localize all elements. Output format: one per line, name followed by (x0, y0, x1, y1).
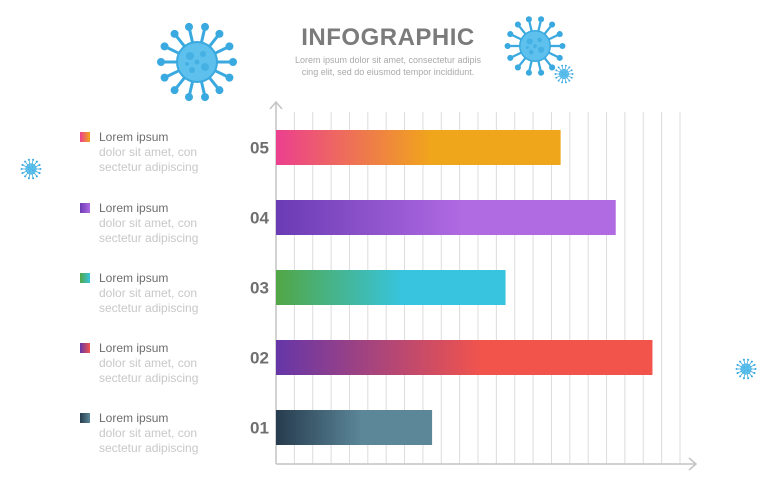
subtitle-line: Lorem ipsum dolor sit amet, consectetur … (294, 55, 482, 65)
virus-icon (504, 16, 566, 76)
legend-desc: dolor sit amet, con sectetur adipiscing (99, 356, 239, 386)
legend-desc-line: sectetur adipiscing (99, 160, 199, 174)
virus-icon (554, 64, 574, 84)
legend-desc-line: sectetur adipiscing (99, 371, 199, 385)
bar-02 (276, 340, 653, 375)
category-label: 03 (250, 279, 269, 298)
page-title: INFOGRAPHIC (301, 24, 475, 51)
legend-title: Lorem ipsum (99, 130, 169, 144)
bar-04 (276, 200, 616, 235)
y-axis-arrow (269, 100, 283, 110)
chart-category-labels: 05 04 03 02 01 (250, 139, 269, 438)
legend-desc: dolor sit amet, con sectetur adipiscing (99, 145, 239, 175)
legend-swatch (80, 273, 90, 283)
virus-icon (735, 358, 757, 380)
category-label: 02 (250, 349, 269, 368)
legend-swatch (80, 203, 90, 213)
legend-desc-line: dolor sit amet, con (99, 286, 198, 300)
category-label: 04 (250, 209, 269, 228)
legend-desc-line: dolor sit amet, con (99, 426, 198, 440)
legend-title: Lorem ipsum (99, 411, 169, 425)
legend-desc-line: sectetur adipiscing (99, 231, 199, 245)
virus-icon (20, 158, 42, 180)
legend-title: Lorem ipsum (99, 271, 169, 285)
bar-03 (276, 270, 506, 305)
legend-desc-line: dolor sit amet, con (99, 356, 198, 370)
legend-desc: dolor sit amet, con sectetur adipiscing (99, 426, 239, 456)
bar-05 (276, 130, 561, 165)
x-axis-arrow (688, 457, 698, 471)
legend-swatch (80, 413, 90, 423)
legend-title: Lorem ipsum (99, 341, 169, 355)
virus-icon (157, 22, 237, 102)
legend-title: Lorem ipsum (99, 201, 169, 215)
legend-desc: dolor sit amet, con sectetur adipiscing (99, 216, 239, 246)
legend-swatch (80, 343, 90, 353)
bar-01 (276, 410, 433, 445)
legend-desc-line: sectetur adipiscing (99, 301, 199, 315)
subtitle-line: cing elit, sed do eiusmod tempor incidid… (301, 67, 475, 77)
legend-desc-line: sectetur adipiscing (99, 441, 199, 455)
category-label: 05 (250, 139, 269, 158)
category-label: 01 (250, 419, 269, 438)
legend-desc-line: dolor sit amet, con (99, 216, 198, 230)
page-subtitle: Lorem ipsum dolor sit amet, consectetur … (278, 54, 498, 78)
legend-swatch (80, 132, 90, 142)
legend-desc: dolor sit amet, con sectetur adipiscing (99, 286, 239, 316)
chart-bars (276, 130, 653, 445)
legend-desc-line: dolor sit amet, con (99, 145, 198, 159)
